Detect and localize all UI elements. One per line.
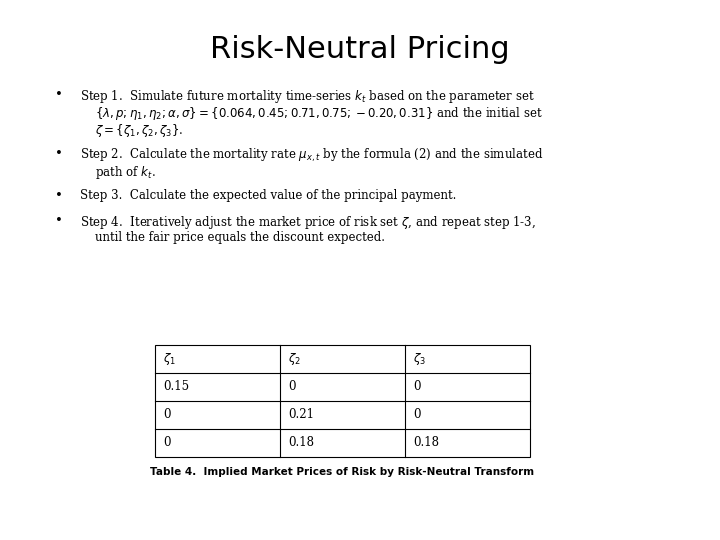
Text: path of $k_t$.: path of $k_t$. <box>95 164 156 181</box>
Text: $\zeta = \{\zeta_1, \zeta_2, \zeta_3\}$.: $\zeta = \{\zeta_1, \zeta_2, \zeta_3\}$. <box>95 122 184 139</box>
Text: 0: 0 <box>163 408 171 422</box>
Text: •: • <box>55 147 63 160</box>
Text: •: • <box>55 214 63 227</box>
Text: Step 2.  Calculate the mortality rate $\mu_{x,t}$ by the formula (2) and the sim: Step 2. Calculate the mortality rate $\m… <box>80 147 543 164</box>
Text: 0.18: 0.18 <box>413 436 439 449</box>
Text: $\zeta_3$: $\zeta_3$ <box>413 351 426 367</box>
Text: •: • <box>55 189 63 202</box>
Text: 0.18: 0.18 <box>288 436 314 449</box>
Text: Step 4.  Iteratively adjust the market price of risk set $\zeta$, and repeat ste: Step 4. Iteratively adjust the market pr… <box>80 214 536 231</box>
Text: 0: 0 <box>413 381 420 394</box>
Text: $\zeta_1$: $\zeta_1$ <box>163 351 176 367</box>
Text: 0: 0 <box>163 436 171 449</box>
Text: 0: 0 <box>413 408 420 422</box>
Text: Step 1.  Simulate future mortality time-series $k_t$ based on the parameter set: Step 1. Simulate future mortality time-s… <box>80 88 535 105</box>
Text: until the fair price equals the discount expected.: until the fair price equals the discount… <box>95 231 385 244</box>
Text: $\{\lambda, p; \eta_1, \eta_2; \alpha, \sigma\} = \{0.064, 0.45; 0.71, 0.75; -0.: $\{\lambda, p; \eta_1, \eta_2; \alpha, \… <box>95 105 543 122</box>
Text: 0.15: 0.15 <box>163 381 189 394</box>
Text: $\zeta_2$: $\zeta_2$ <box>288 351 301 367</box>
Text: Step 3.  Calculate the expected value of the principal payment.: Step 3. Calculate the expected value of … <box>80 189 456 202</box>
Text: 0: 0 <box>288 381 295 394</box>
Text: Table 4.  Implied Market Prices of Risk by Risk-Neutral Transform: Table 4. Implied Market Prices of Risk b… <box>150 467 534 477</box>
Bar <box>155 345 530 457</box>
Text: •: • <box>55 88 63 101</box>
Text: 0.21: 0.21 <box>288 408 314 422</box>
Text: Risk-Neutral Pricing: Risk-Neutral Pricing <box>210 35 510 64</box>
